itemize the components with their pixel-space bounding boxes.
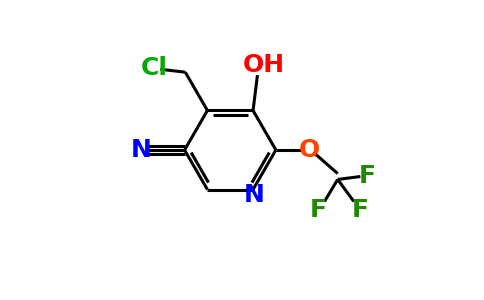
Text: N: N (131, 138, 152, 162)
Text: F: F (359, 164, 376, 188)
Text: Cl: Cl (141, 56, 168, 80)
Text: OH: OH (242, 53, 285, 77)
Text: N: N (244, 183, 265, 207)
Text: F: F (310, 198, 327, 222)
Text: F: F (351, 198, 368, 222)
Text: O: O (299, 138, 320, 162)
